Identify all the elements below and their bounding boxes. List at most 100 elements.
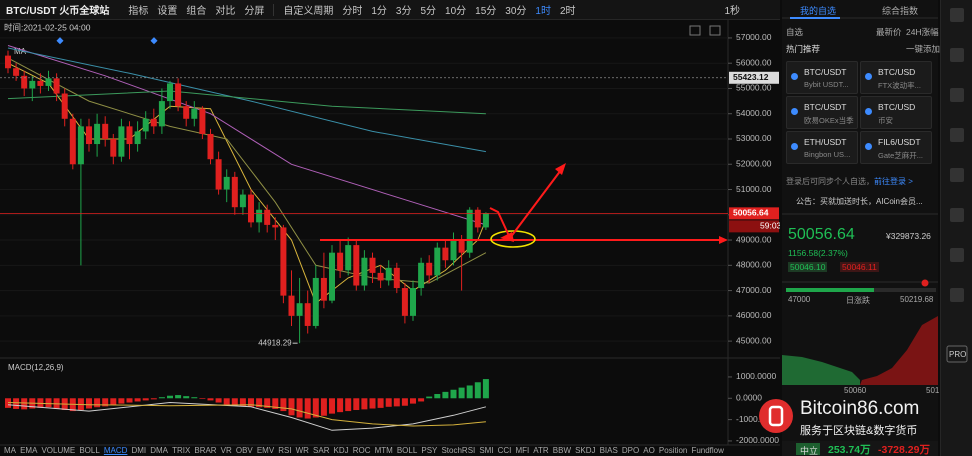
period-button[interactable]: 10分	[445, 6, 467, 17]
recommend-card[interactable]: BTC/USD 币安	[860, 96, 932, 129]
indicator-tab[interactable]: RSI	[278, 446, 292, 455]
macd-bar	[418, 398, 425, 402]
period-button[interactable]: 2时	[559, 6, 576, 17]
period-button[interactable]: 分时	[342, 6, 363, 17]
candle-body	[434, 247, 441, 276]
marks: 57000.00 56000.00 55000.00 54000.00 53000.00…	[0, 22, 780, 445]
icon[interactable]	[950, 168, 964, 182]
macd-bar	[231, 398, 238, 406]
icon[interactable]	[689, 25, 701, 36]
macd-bar	[337, 398, 344, 413]
period-button[interactable]: 1时	[535, 6, 551, 17]
event-marker[interactable]	[150, 37, 158, 45]
arrow-line	[509, 169, 562, 239]
refresh-rate[interactable]: 1秒	[724, 6, 740, 17]
card-pair: BTC/USD	[878, 67, 916, 77]
indicator-tab[interactable]: SKDJ	[575, 446, 596, 455]
indicator-tab[interactable]: EMV	[256, 446, 275, 455]
indicator-tab[interactable]: MTM	[374, 446, 393, 455]
icon[interactable]	[950, 208, 964, 222]
indicator-tab[interactable]: BBW	[552, 446, 571, 455]
flow-in: 253.74万	[828, 444, 871, 456]
recommend-card[interactable]: FIL6/USDT Gate芝麻开...	[860, 131, 932, 164]
candle-body	[239, 194, 246, 208]
indicator-tab[interactable]: DMI	[131, 446, 147, 455]
indicator-tab[interactable]: ATR	[533, 446, 549, 455]
period-button[interactable]: 5分	[420, 6, 437, 17]
macd-bar	[199, 398, 206, 399]
tab[interactable]: 我的自选	[800, 6, 837, 16]
highlight-ellipse	[490, 230, 536, 248]
icon[interactable]	[950, 288, 964, 302]
indicator-tab[interactable]: MFI	[515, 446, 530, 455]
recommend-card[interactable]: ETH/USDT Bingbon US...	[786, 131, 858, 164]
indicator-tab[interactable]: Position	[658, 446, 688, 455]
link[interactable]: 一键添加	[906, 44, 941, 54]
period-button[interactable]: 15分	[475, 6, 497, 17]
indicator-tab[interactable]: DMA	[150, 446, 168, 455]
notice[interactable]: 公告：买就加送时长，AICoin会员...	[796, 197, 923, 206]
candle-body	[442, 247, 449, 261]
indicator-tab[interactable]: PSY	[421, 446, 438, 455]
icon[interactable]	[950, 8, 964, 22]
tool-button[interactable]: 设置	[157, 6, 178, 17]
macd-bar	[191, 397, 198, 399]
indicator-tab[interactable]: BOLL	[79, 446, 100, 455]
indicator-tab[interactable]: StochRSI	[441, 446, 476, 455]
indicator-tab[interactable]: KDJ	[333, 446, 349, 455]
tool-button[interactable]: 分屏	[244, 6, 265, 17]
arrow-line	[489, 207, 511, 239]
tool-button[interactable]: 对比	[215, 6, 236, 17]
indicator-tab[interactable]: WR	[295, 446, 309, 455]
period-button[interactable]: 1分	[371, 6, 387, 17]
icon[interactable]	[950, 128, 964, 142]
card-exchange: FTX波动率...	[878, 81, 921, 90]
indicator-tab[interactable]: EMA	[20, 446, 38, 455]
indicator-tab[interactable]: CCI	[497, 446, 512, 455]
indicator-tab[interactable]: TRIX	[172, 446, 191, 455]
recommend-card[interactable]: BTC/USDT 欧易OKEx当季	[786, 96, 858, 129]
card-check	[865, 73, 872, 80]
macd-bar	[304, 398, 311, 419]
indicator-tab[interactable]: AO	[643, 446, 655, 455]
card-pair: BTC/USDT	[804, 102, 847, 112]
card-check	[791, 108, 798, 115]
pro-label[interactable]: PRO	[949, 350, 967, 359]
indicator-tab[interactable]: VOLUME	[41, 446, 76, 455]
candle-body	[353, 245, 360, 286]
period-button[interactable]: 3分	[395, 6, 412, 17]
indicator-tab[interactable]: MACD	[103, 446, 128, 455]
pro-box[interactable]	[946, 345, 968, 363]
indicator-tab[interactable]: MA	[4, 446, 16, 455]
custom-period[interactable]: 自定义周期	[283, 6, 334, 17]
symbol[interactable]: BTC/USDT 火币全球站	[6, 6, 110, 17]
tool-button[interactable]: 指标	[128, 6, 149, 17]
recommend-card[interactable]: BTC/USD FTX波动率...	[860, 61, 932, 94]
icon[interactable]	[950, 248, 964, 262]
tab[interactable]: 综合指数	[882, 6, 919, 16]
indicator-tab[interactable]: SAR	[313, 446, 330, 455]
candle-body	[410, 288, 416, 316]
icon[interactable]	[950, 48, 964, 62]
indicator-tab[interactable]: BRAR	[194, 446, 217, 455]
indicator-tab[interactable]: BOLL	[396, 446, 418, 455]
candle-body	[401, 288, 408, 316]
icon[interactable]	[950, 88, 964, 102]
y-tick-label: 1000.0000	[736, 371, 776, 381]
indicator-tab[interactable]: Fundflow	[691, 446, 724, 455]
indicator-tab[interactable]: DPO	[621, 446, 640, 455]
login-link[interactable]: 前往登录 >	[874, 177, 913, 186]
legend: MA	[14, 47, 27, 56]
indicator-tab[interactable]: BIAS	[599, 446, 618, 455]
icon[interactable]	[709, 25, 721, 36]
indicator-tab[interactable]: SMI	[479, 446, 494, 455]
indicator-tab[interactable]: OBV	[235, 446, 253, 455]
indicator-tab[interactable]: VR	[220, 446, 232, 455]
depth-bids	[782, 355, 860, 385]
period-button[interactable]: 30分	[505, 6, 527, 17]
macd-bar	[272, 398, 279, 409]
recommend-card[interactable]: BTC/USDT Bybit USDT...	[786, 61, 858, 94]
indicator-tab[interactable]: ROC	[352, 446, 371, 455]
tool-button[interactable]: 组合	[186, 6, 207, 17]
candle-body	[77, 126, 84, 165]
